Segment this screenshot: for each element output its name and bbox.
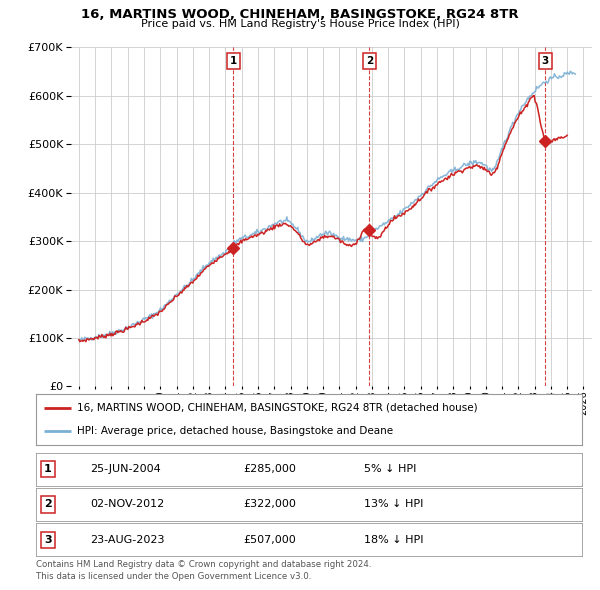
Text: This data is licensed under the Open Government Licence v3.0.: This data is licensed under the Open Gov…: [36, 572, 311, 581]
Text: 25-JUN-2004: 25-JUN-2004: [91, 464, 161, 474]
Text: Price paid vs. HM Land Registry's House Price Index (HPI): Price paid vs. HM Land Registry's House …: [140, 19, 460, 29]
Text: 16, MARTINS WOOD, CHINEHAM, BASINGSTOKE, RG24 8TR (detached house): 16, MARTINS WOOD, CHINEHAM, BASINGSTOKE,…: [77, 402, 478, 412]
Text: HPI: Average price, detached house, Basingstoke and Deane: HPI: Average price, detached house, Basi…: [77, 427, 393, 437]
Text: 13% ↓ HPI: 13% ↓ HPI: [364, 500, 423, 509]
Text: 1: 1: [44, 464, 52, 474]
Text: 2: 2: [365, 56, 373, 65]
Text: 02-NOV-2012: 02-NOV-2012: [91, 500, 165, 509]
Text: 2: 2: [44, 500, 52, 509]
Text: 5% ↓ HPI: 5% ↓ HPI: [364, 464, 416, 474]
Text: £507,000: £507,000: [244, 535, 296, 545]
Text: 23-AUG-2023: 23-AUG-2023: [91, 535, 165, 545]
Text: 18% ↓ HPI: 18% ↓ HPI: [364, 535, 423, 545]
Text: 1: 1: [230, 56, 237, 65]
Text: 3: 3: [541, 56, 548, 65]
Text: £285,000: £285,000: [244, 464, 296, 474]
Text: £322,000: £322,000: [244, 500, 296, 509]
Text: 3: 3: [44, 535, 52, 545]
Text: Contains HM Land Registry data © Crown copyright and database right 2024.: Contains HM Land Registry data © Crown c…: [36, 560, 371, 569]
Text: 16, MARTINS WOOD, CHINEHAM, BASINGSTOKE, RG24 8TR: 16, MARTINS WOOD, CHINEHAM, BASINGSTOKE,…: [81, 8, 519, 21]
